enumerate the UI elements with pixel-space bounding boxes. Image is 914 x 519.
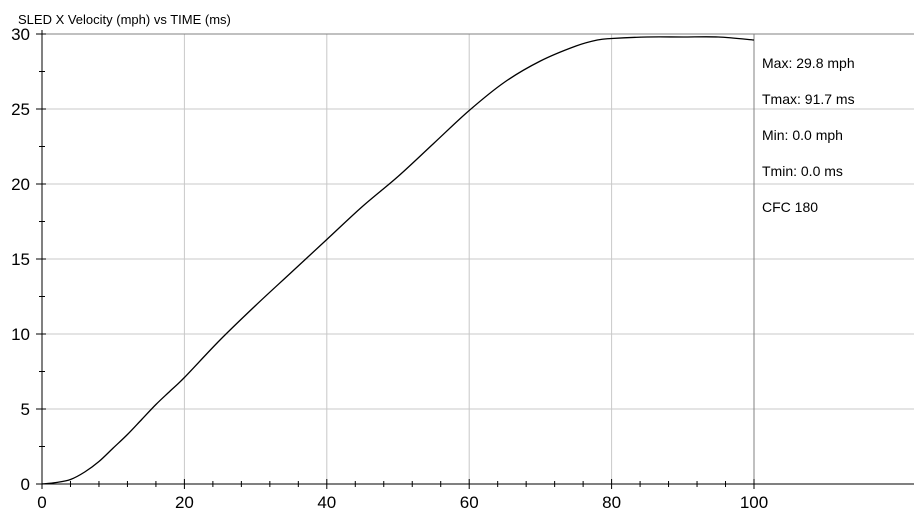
chart-title: SLED X Velocity (mph) vs TIME (ms) [18, 12, 231, 27]
x-tick-label-1: 20 [175, 493, 194, 512]
y-tick-label-0: 0 [21, 475, 30, 494]
annotation-1: Tmax: 91.7 ms [762, 91, 855, 107]
series-line-0 [41, 36, 755, 485]
y-tick-label-6: 30 [11, 25, 30, 44]
y-tick-label-5: 25 [11, 100, 30, 119]
annotation-3: Tmin: 0.0 ms [762, 163, 843, 179]
x-tick-label-2: 40 [317, 493, 336, 512]
x-tick-label-5: 100 [740, 493, 768, 512]
y-tick-label-4: 20 [11, 175, 30, 194]
x-tick-label-4: 80 [602, 493, 621, 512]
x-tick-label-3: 60 [460, 493, 479, 512]
y-tick-label-1: 5 [21, 400, 30, 419]
y-tick-label-2: 10 [11, 325, 30, 344]
annotation-4: CFC 180 [762, 199, 818, 215]
annotation-2: Min: 0.0 mph [762, 127, 843, 143]
y-tick-label-3: 15 [11, 250, 30, 269]
x-tick-label-0: 0 [37, 493, 46, 512]
annotation-0: Max: 29.8 mph [762, 55, 855, 71]
